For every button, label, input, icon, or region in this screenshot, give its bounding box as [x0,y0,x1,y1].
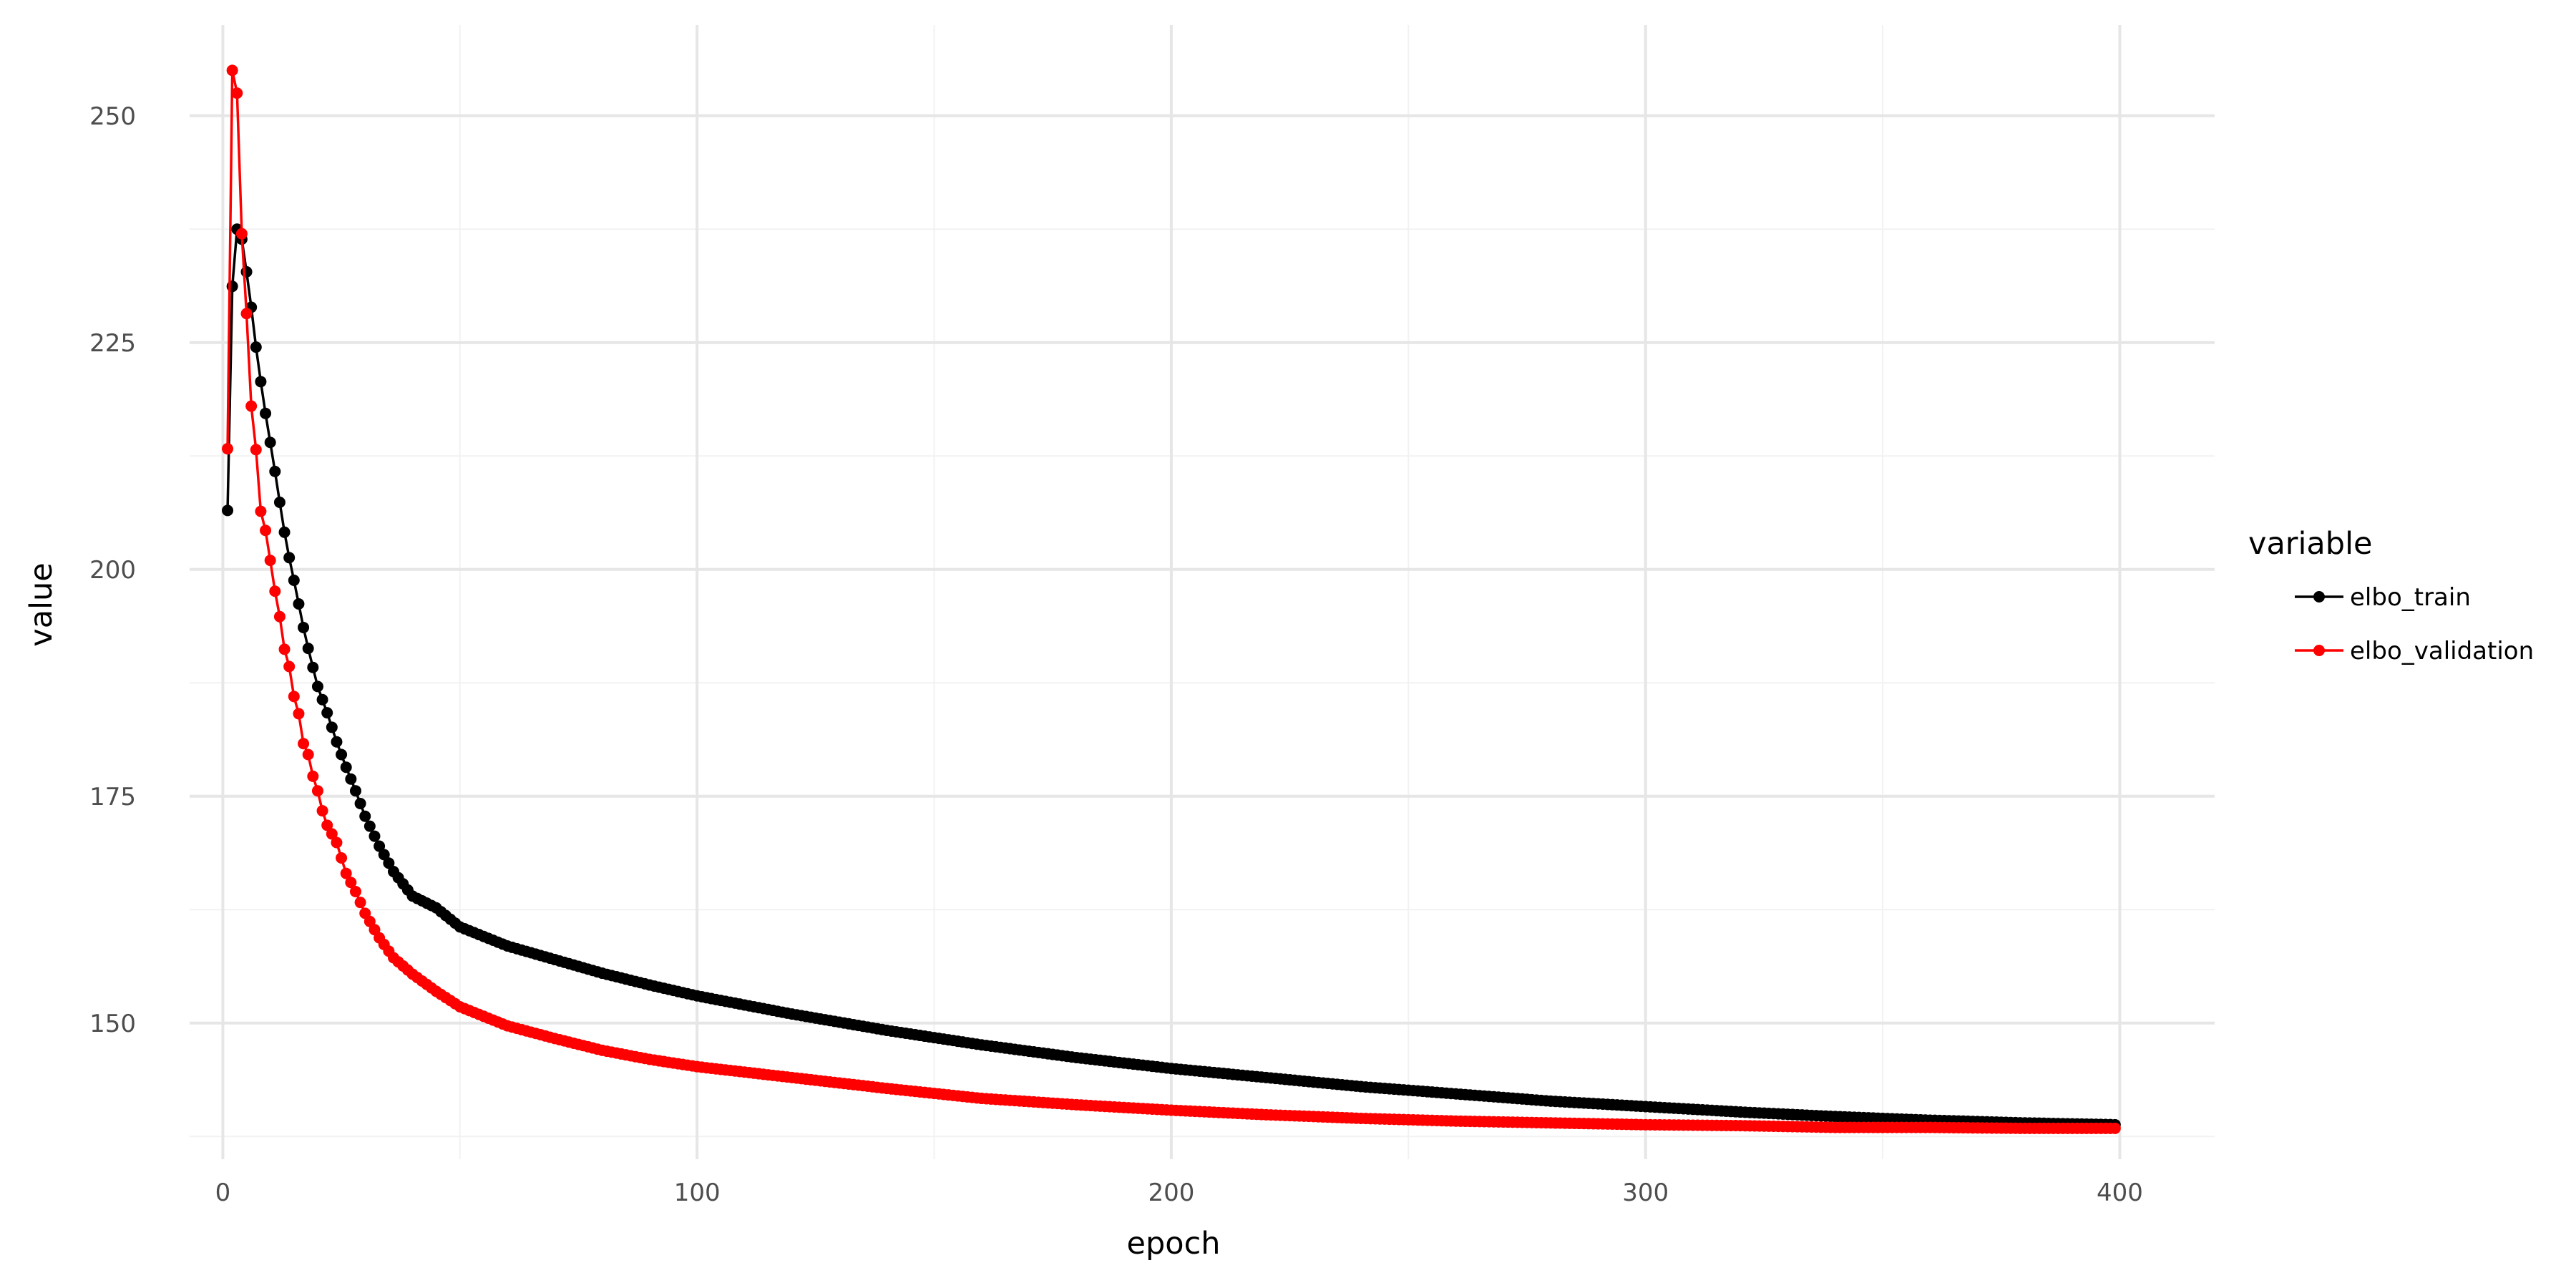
data-point-elbo_train [336,748,348,761]
data-point-elbo_train [349,785,361,797]
data-point-elbo_validation [235,228,248,240]
data-point-elbo_validation [336,852,348,864]
y-tick-label: 150 [89,1010,136,1038]
data-point-elbo_validation [273,610,286,623]
x-axis-ticks: 0 100 200 300 400 [215,1179,2143,1207]
data-point-elbo_train [326,721,338,733]
data-point-elbo_train [321,707,333,719]
series-layer [222,64,2121,1134]
data-point-elbo_validation [255,505,267,517]
legend-entry-elbo_train: elbo_train [2295,583,2471,612]
data-point-elbo_train [260,407,272,419]
data-point-elbo_validation [298,738,310,750]
data-point-elbo_validation [307,770,319,782]
data-point-elbo_validation [316,805,328,817]
data-point-elbo_validation [222,443,234,455]
data-point-elbo_validation [278,643,291,655]
data-point-elbo_train [359,810,371,822]
y-tick-label: 225 [89,329,136,358]
grid-major [190,25,2215,1159]
series-elbo_validation [222,64,2121,1134]
data-point-elbo_train [283,552,296,564]
data-point-elbo_train [278,526,291,538]
data-point-elbo_validation [326,828,338,840]
x-axis-title: epoch [1127,1226,1221,1262]
legend-label: elbo_validation [2350,637,2534,665]
data-point-elbo_validation [250,444,262,456]
data-point-elbo_train [311,680,323,693]
data-point-elbo_validation [349,885,361,897]
data-point-elbo_train [250,341,262,353]
data-point-elbo_validation [311,785,323,797]
data-point-elbo_validation [226,64,238,77]
legend-label: elbo_train [2350,583,2471,612]
grid-minor [190,25,2215,1159]
x-tick-label: 200 [1148,1179,1194,1207]
data-point-elbo_validation [302,748,314,761]
y-axis-ticks: 150 175 200 225 250 [89,102,136,1038]
data-point-elbo_validation [245,400,258,412]
legend-entries: elbo_train elbo_validation [2295,583,2534,665]
y-axis-title: value [24,562,59,646]
data-point-elbo_validation [264,555,276,567]
data-point-elbo_train [269,465,281,477]
data-point-elbo_train [288,575,300,587]
data-point-elbo_validation [293,708,305,720]
data-point-elbo_train [378,849,390,861]
data-point-elbo_validation [331,836,343,849]
data-point-elbo_train [354,797,366,809]
data-point-elbo_validation [354,897,366,909]
data-point-elbo_validation [340,867,352,879]
data-point-elbo_train [302,643,314,655]
data-point-elbo_validation [240,308,253,320]
data-point-elbo_train [364,820,376,832]
data-point-elbo_train [293,597,305,610]
data-point-elbo_validation [288,691,300,703]
data-point-elbo_train [383,857,395,869]
data-point-elbo_train [307,661,319,673]
data-point-elbo_train [374,840,386,852]
data-point-elbo_train [345,773,357,785]
data-point-elbo_train [331,736,343,748]
x-tick-label: 300 [1622,1179,1669,1207]
data-point-elbo_validation [2109,1122,2121,1134]
data-point-elbo_validation [321,819,333,831]
data-point-elbo_train [340,761,352,774]
y-tick-label: 250 [89,102,136,131]
x-tick-label: 400 [2097,1179,2143,1207]
y-tick-label: 200 [89,556,136,585]
data-point-elbo_validation [231,87,243,99]
data-point-elbo_validation [260,525,272,537]
data-point-elbo_train [240,265,253,278]
data-point-elbo_train [369,830,381,842]
data-point-elbo_validation [283,660,296,673]
legend: variable elbo_train elbo_validation [2248,526,2534,665]
legend-marker [2313,645,2325,656]
y-tick-label: 175 [89,783,136,811]
x-tick-label: 0 [215,1179,231,1207]
data-point-elbo_validation [269,585,281,597]
legend-title: variable [2248,526,2372,562]
data-point-elbo_validation [345,877,357,889]
data-point-elbo_train [264,436,276,449]
legend-marker [2313,591,2325,602]
legend-entry-elbo_validation: elbo_validation [2295,637,2534,665]
data-point-elbo_train [273,496,286,508]
data-point-elbo_train [255,376,267,388]
data-point-elbo_train [298,621,310,633]
x-tick-label: 100 [674,1179,721,1207]
data-point-elbo_train [222,504,234,517]
data-point-elbo_train [316,693,328,706]
